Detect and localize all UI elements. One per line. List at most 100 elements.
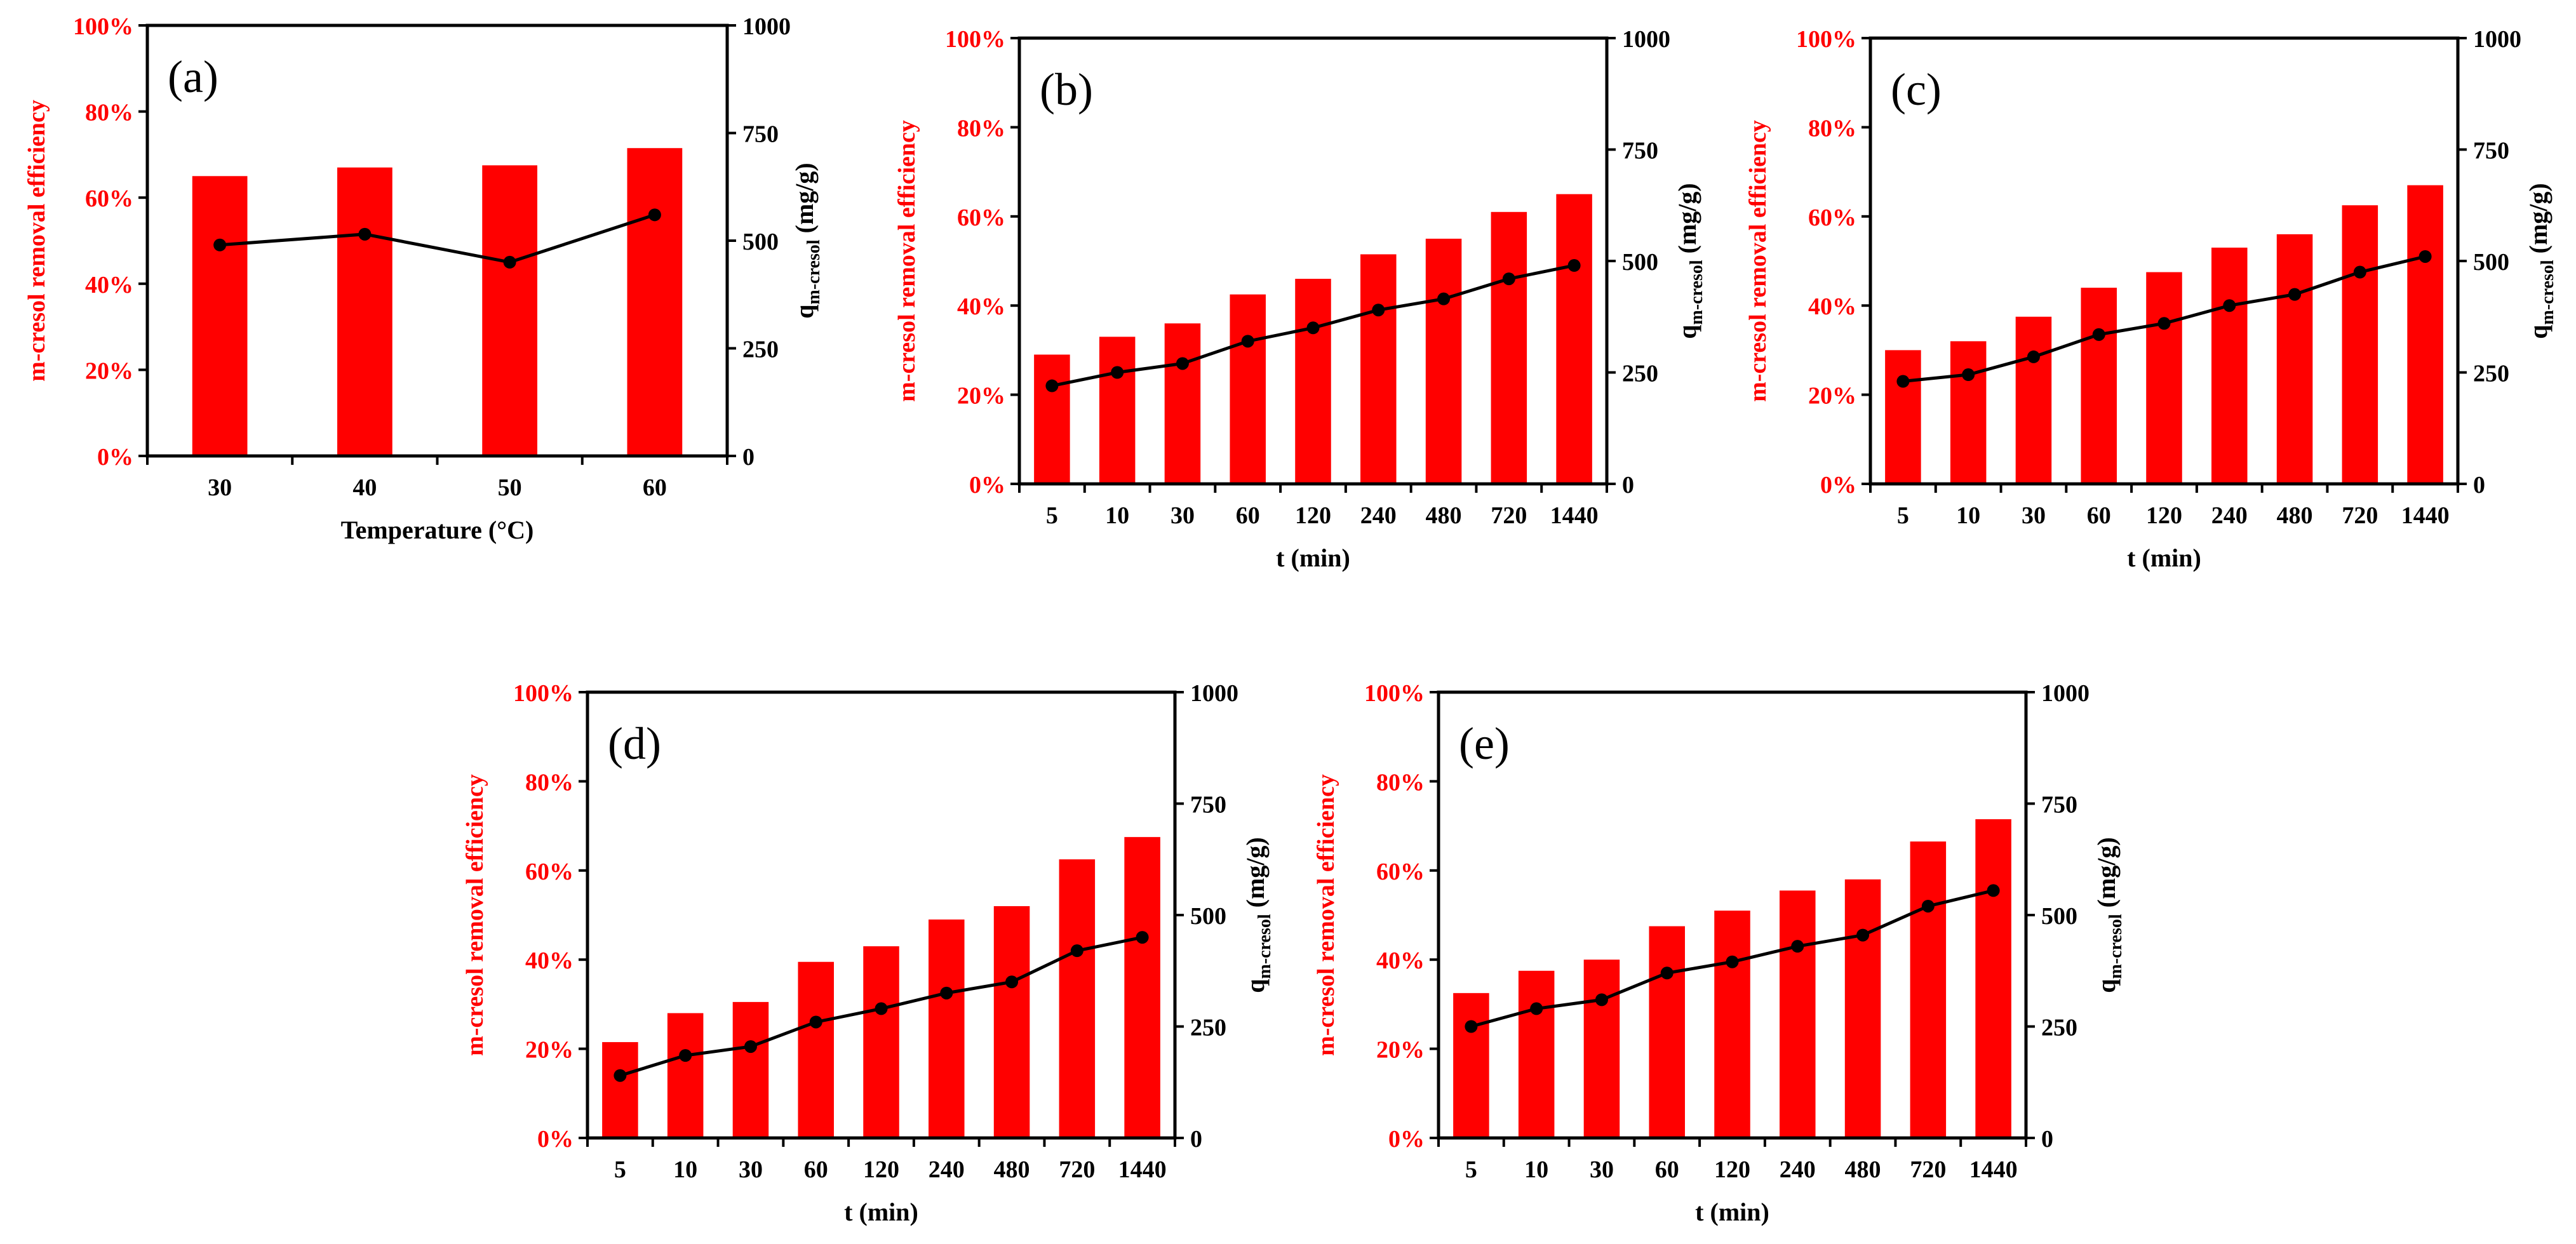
line-marker: [358, 227, 372, 241]
right-tick-label: 750: [2473, 138, 2509, 164]
right-tick-label: 500: [2041, 903, 2077, 930]
panel-label: (e): [1459, 718, 1510, 769]
right-tick-label: 250: [1622, 361, 1658, 387]
left-tick-label: 60%: [1376, 859, 1425, 885]
x-tick-label: 60: [1655, 1156, 1679, 1183]
line-marker: [648, 208, 661, 222]
bar: [1164, 323, 1201, 484]
left-tick-label: 80%: [957, 115, 1005, 142]
bar: [1910, 841, 1947, 1138]
line-marker: [1241, 335, 1254, 348]
x-tick-label: 30: [1171, 502, 1195, 529]
x-tick-label: 480: [994, 1156, 1030, 1183]
bar: [1649, 926, 1685, 1138]
left-tick-label: 100%: [73, 13, 133, 40]
left-tick-label: 20%: [1808, 383, 1856, 410]
bar: [482, 165, 537, 456]
x-tick-label: 30: [1590, 1156, 1614, 1183]
line-marker: [1856, 928, 1870, 942]
left-tick-label: 20%: [957, 383, 1005, 410]
right-tick-label: 1000: [1190, 680, 1238, 707]
left-tick-label: 80%: [85, 100, 133, 126]
left-tick-label: 0%: [97, 444, 133, 471]
right-tick-label: 0: [1190, 1126, 1202, 1153]
y-axis-label-left: m-cresol removal efficiency: [1745, 120, 1771, 402]
x-tick-label: 5: [1465, 1156, 1477, 1183]
chart-panel-a: 0% 20% 40% 60% 80% 100% 0 250 500 750 1000 30 40 50 60…: [0, 0, 838, 559]
right-tick-label: 250: [2041, 1015, 2077, 1041]
line-marker: [2288, 288, 2302, 301]
bar: [1425, 238, 1462, 484]
y-axis-label-right-main: q: [1241, 979, 1270, 993]
line-marker: [1070, 944, 1083, 958]
line-marker: [1045, 379, 1059, 392]
line-marker: [614, 1069, 627, 1082]
y-axis-label-left: m-cresol removal efficiency: [462, 774, 488, 1056]
line-marker: [2418, 250, 2432, 263]
line-marker: [2027, 350, 2040, 363]
bar: [1583, 960, 1620, 1138]
panel-label: (b): [1040, 64, 1093, 115]
bar: [2081, 288, 2117, 484]
bar: [627, 148, 683, 457]
y-axis-label-right-main: q: [790, 304, 819, 318]
bar: [192, 176, 248, 456]
bar: [732, 1001, 769, 1138]
left-tick-label: 100%: [513, 680, 574, 707]
line-marker: [2092, 328, 2105, 341]
right-tick-label: 1000: [742, 13, 791, 40]
right-tick-label: 250: [1190, 1015, 1226, 1041]
bar: [667, 1013, 704, 1138]
y-axis-label-right: qm-cresol (mg/g): [2524, 183, 2558, 338]
panel-label: (d): [608, 718, 661, 769]
right-tick-label: 0: [2473, 472, 2485, 498]
line-marker: [1726, 955, 1739, 968]
x-tick-label: 60: [1236, 502, 1260, 529]
line-marker: [2223, 299, 2236, 312]
x-tick-label: 10: [1524, 1156, 1548, 1183]
y-axis-label-right: qm-cresol (mg/g): [1673, 183, 1707, 338]
chart-svg: 0% 20% 40% 60% 80% 100% 0 250 500 750 1000 30 40 50 60…: [23, 13, 824, 544]
right-tick-label: 500: [2473, 249, 2509, 276]
line-marker: [1005, 975, 1019, 989]
bar: [1453, 993, 1489, 1138]
left-tick-label: 100%: [1364, 680, 1425, 707]
y-axis-label-left: m-cresol removal efficiency: [894, 120, 920, 402]
bar: [1360, 254, 1397, 484]
line-marker: [875, 1002, 888, 1015]
left-tick-label: 60%: [957, 204, 1005, 231]
right-tick-label: 250: [742, 337, 779, 363]
line-marker: [1921, 899, 1935, 913]
line-marker: [1595, 993, 1608, 1007]
y-axis-label-left: m-cresol removal efficiency: [1313, 774, 1339, 1056]
left-tick-label: 60%: [525, 859, 574, 885]
left-tick-label: 0%: [1820, 472, 1856, 498]
left-tick-label: 40%: [1376, 947, 1425, 974]
x-tick-label: 240: [1360, 502, 1397, 529]
chart-panel-b: 0% 20% 40% 60% 80% 100% 0 250 500 750 1000 5 10 30 60 1…: [870, 13, 1721, 584]
x-tick-label: 1440: [1550, 502, 1599, 529]
panel-label: (c): [1891, 64, 1942, 115]
chart-svg: 0% 20% 40% 60% 80% 100% 0 250 500 750 1000 5 10 30 60 1…: [462, 680, 1275, 1226]
bar: [1034, 354, 1070, 484]
right-tick-label: 500: [1622, 249, 1658, 276]
y-axis-label-right: qm-cresol (mg/g): [2092, 837, 2126, 993]
line-marker: [1502, 272, 1515, 286]
chart-panel-d: 0% 20% 40% 60% 80% 100% 0 250 500 750 1000 5 10 30 60 1…: [438, 667, 1289, 1238]
bar: [929, 920, 965, 1138]
y-axis-label-right-unit: (mg/g): [1241, 837, 1270, 914]
x-tick-label: 60: [643, 474, 667, 501]
bar: [1230, 294, 1266, 484]
line-marker: [1530, 1002, 1543, 1015]
x-axis-label: t (min): [1695, 1198, 1769, 1226]
y-axis-label-right-main: q: [2092, 979, 2121, 993]
line-marker: [1660, 966, 1674, 980]
line-marker: [1111, 366, 1124, 379]
y-axis-label-left: m-cresol removal efficiency: [23, 100, 50, 382]
line-marker: [503, 255, 516, 269]
x-tick-label: 1440: [1118, 1156, 1167, 1183]
x-tick-label: 720: [1059, 1156, 1095, 1183]
left-tick-label: 20%: [525, 1037, 574, 1064]
x-tick-label: 120: [2146, 502, 2182, 529]
x-tick-label: 720: [1491, 502, 1527, 529]
